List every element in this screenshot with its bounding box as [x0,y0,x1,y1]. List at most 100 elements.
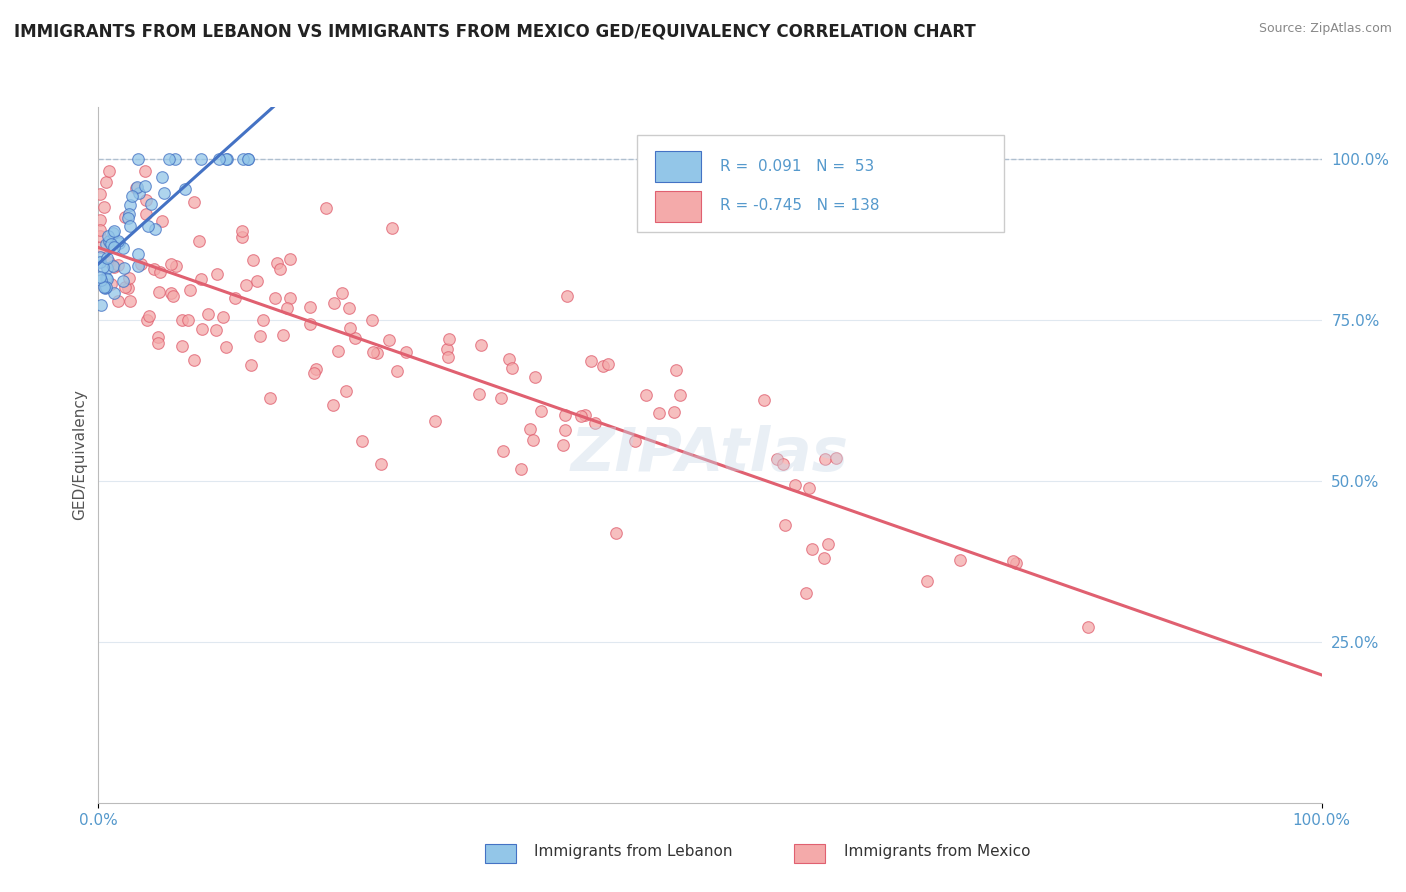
Text: Source: ZipAtlas.com: Source: ZipAtlas.com [1258,22,1392,36]
Point [437,333,460,347]
Point [817,537,839,551]
Point [170,338,193,352]
Point [624,434,647,449]
Point [136,219,159,233]
Point [491,392,513,406]
Point [797,482,820,496]
Point [107,235,129,249]
Point [127,246,149,260]
Point [89,223,111,237]
Point [89,255,111,269]
Point [335,384,357,398]
Point [269,262,291,277]
Point [129,256,152,270]
Point [96,251,118,265]
Point [259,391,281,405]
Point [569,409,592,424]
Point [107,293,129,308]
Point [89,187,111,202]
Point [647,406,669,420]
Point [190,152,212,166]
Point [825,451,848,466]
Point [176,312,198,326]
Point [662,405,685,419]
Text: R =  0.091   N =  53: R = 0.091 N = 53 [720,160,875,174]
Point [153,186,176,201]
Point [468,387,491,401]
Point [437,350,460,364]
Point [143,222,166,236]
Point [205,323,228,337]
Point [212,310,235,324]
Point [510,462,533,476]
FancyBboxPatch shape [655,151,702,182]
Point [1077,620,1099,634]
Point [127,152,149,166]
Point [252,313,274,327]
Point [231,230,253,244]
Point [125,181,148,195]
Point [118,207,141,221]
Point [89,250,111,264]
Point [554,408,576,422]
Point [557,289,579,303]
Point [266,256,288,270]
Point [118,293,141,308]
Point [162,288,184,302]
Point [322,399,344,413]
Point [150,169,173,184]
Point [305,362,328,376]
Point [765,451,787,466]
Point [90,240,112,254]
Point [128,186,150,200]
Point [249,329,271,343]
Point [165,260,187,274]
Point [530,404,553,418]
Point [160,257,183,271]
Point [134,164,156,178]
Point [361,313,384,327]
Point [90,298,112,312]
Point [148,330,170,344]
Point [238,152,260,166]
Bar [794,844,825,863]
Point [163,152,186,166]
Point [190,272,212,286]
Point [103,260,125,275]
Point [492,443,515,458]
Point [98,164,121,178]
Point [337,301,360,316]
Point [361,345,384,359]
Point [574,409,596,423]
FancyBboxPatch shape [655,191,702,222]
Point [436,342,458,356]
Point [302,366,325,380]
Point [117,281,139,295]
Point [605,525,627,540]
Point [107,258,129,272]
Point [103,224,125,238]
Point [94,281,117,295]
Point [522,434,544,448]
Point [773,518,796,533]
Point [949,553,972,567]
Point [103,227,125,241]
Point [366,345,388,359]
Point [173,182,195,196]
Point [470,338,492,352]
Point [276,301,298,315]
Point [263,291,285,305]
Point [127,259,149,273]
Point [118,270,141,285]
Point [97,229,120,244]
Point [135,207,157,221]
Point [97,255,120,269]
FancyBboxPatch shape [637,135,1004,232]
Point [246,274,269,288]
Point [135,193,157,207]
Point [148,335,170,350]
Point [299,300,322,314]
Point [150,214,173,228]
Point [187,234,209,248]
Point [1004,556,1026,570]
